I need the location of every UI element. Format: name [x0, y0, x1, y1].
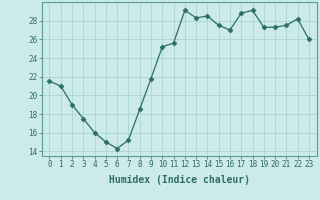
X-axis label: Humidex (Indice chaleur): Humidex (Indice chaleur) [109, 175, 250, 185]
